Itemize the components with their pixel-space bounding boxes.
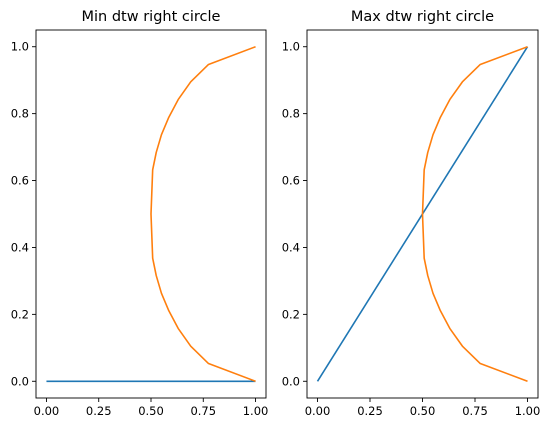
left-y-tick-label: 0.0 [11,374,29,388]
left-x-tick-label: 0.75 [190,404,216,418]
right-subplot: Max dtw right circle 0.00 0.25 0.50 0.75 1.0… [282,9,541,418]
right-y-tick-label: 0.8 [282,107,300,121]
right-x-tick-label: 0.50 [410,404,436,418]
right-y-tick-label: 0.2 [282,307,300,321]
right-x-tick-label: 0.00 [305,404,331,418]
right-x-tick-label: 0.25 [357,404,383,418]
left-series-2-line [150,45,256,383]
left-y-tick-label: 0.8 [11,107,29,121]
right-y-tick-label: 0.6 [282,174,300,188]
right-y-tick-label: 0.0 [282,374,300,388]
right-y-tick-label: 0.4 [282,240,300,254]
left-subplot: Min dtw right circle 0.00 0.25 0.50 0.75 1.0… [11,9,269,418]
left-x-tick-label: 0.50 [138,404,164,418]
right-x-tick-label: 0.75 [462,404,488,418]
left-x-tick-label: 1.00 [243,404,269,418]
right-y-tick-label: 1.0 [282,40,300,54]
left-x-tick-label: 0.25 [86,404,112,418]
right-series-2-line [421,45,528,383]
left-y-tick-label: 1.0 [11,40,29,54]
left-y-tick-label: 0.6 [11,174,29,188]
left-x-tick-label: 0.00 [34,404,60,418]
left-y-tick-label: 0.2 [11,307,29,321]
right-x-tick-label: 1.00 [515,404,541,418]
left-subplot-title: Min dtw right circle [82,9,221,25]
left-y-tick-label: 0.4 [11,240,29,254]
right-subplot-title: Max dtw right circle [351,9,494,25]
